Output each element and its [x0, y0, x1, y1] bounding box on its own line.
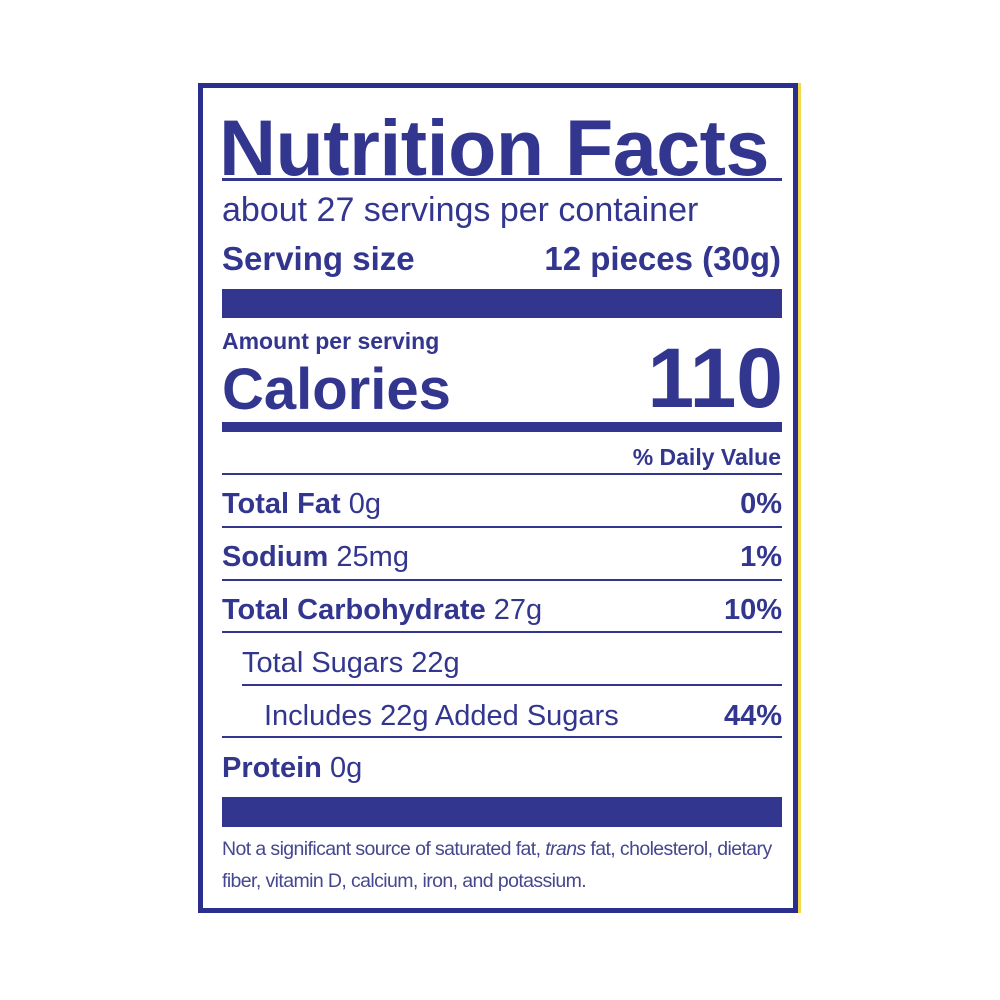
footnote-text: Not a significant source of saturated fa…	[222, 838, 546, 860]
calories-label: Calories	[222, 357, 451, 422]
divider-thin	[222, 736, 782, 738]
footnote: Not a significant source of saturated fa…	[222, 833, 787, 897]
nutrient-name: Sodium	[222, 541, 329, 573]
divider-thin	[222, 473, 782, 475]
nutrient-row-total-fat: Total Fat 0g 0%	[222, 484, 782, 524]
divider-thick	[222, 289, 782, 318]
divider-thin	[222, 178, 782, 181]
nutrient-amount: 0g	[329, 752, 363, 784]
divider-thin	[222, 526, 782, 528]
nutrient-amount: 25mg	[336, 541, 409, 573]
divider-thin	[242, 684, 782, 686]
daily-value-header: % Daily Value	[632, 444, 781, 470]
nutrient-dv: 10%	[723, 594, 782, 626]
nutrient-name: Includes 22g Added Sugars	[264, 700, 619, 732]
nutrition-facts-label: Nutrition Facts about 27 servings per co…	[198, 83, 798, 913]
nutrient-row-added-sugars: Includes 22g Added Sugars 44%	[264, 696, 782, 736]
amount-per-serving: Amount per serving	[222, 328, 440, 354]
divider-thin	[222, 579, 782, 581]
nutrient-name: Protein	[222, 752, 322, 784]
footnote-italic: trans	[545, 838, 586, 860]
nutrient-name: Total Fat	[222, 488, 341, 520]
nutrient-dv: 1%	[740, 541, 782, 573]
servings-per-container: about 27 servings per container	[222, 191, 699, 229]
label-title: Nutrition Facts	[219, 103, 769, 192]
nutrient-name: Total Carbohydrate	[222, 594, 486, 626]
nutrient-dv: 44%	[723, 700, 782, 732]
serving-size-label: Serving size	[222, 240, 415, 277]
nutrient-amount: 27g	[493, 594, 543, 626]
divider-medium	[222, 422, 782, 432]
nutrient-row-total-carbohydrate: Total Carbohydrate 27g 10%	[222, 590, 782, 630]
nutrient-row-protein: Protein 0g	[222, 748, 782, 788]
serving-size-value: 12 pieces (30g)	[544, 240, 781, 277]
footnote-text: fat, cholesterol, dietary fiber, vitamin…	[222, 838, 772, 892]
nutrient-row-total-sugars: Total Sugars 22g	[242, 643, 782, 683]
nutrient-amount: 0g	[348, 488, 382, 520]
divider-thick	[222, 797, 782, 827]
nutrient-row-sodium: Sodium 25mg 1%	[222, 537, 782, 577]
divider-thin	[222, 631, 782, 633]
nutrient-name: Total Sugars 22g	[242, 647, 460, 679]
nutrient-dv: 0%	[740, 488, 782, 520]
calories-value: 110	[647, 331, 783, 425]
